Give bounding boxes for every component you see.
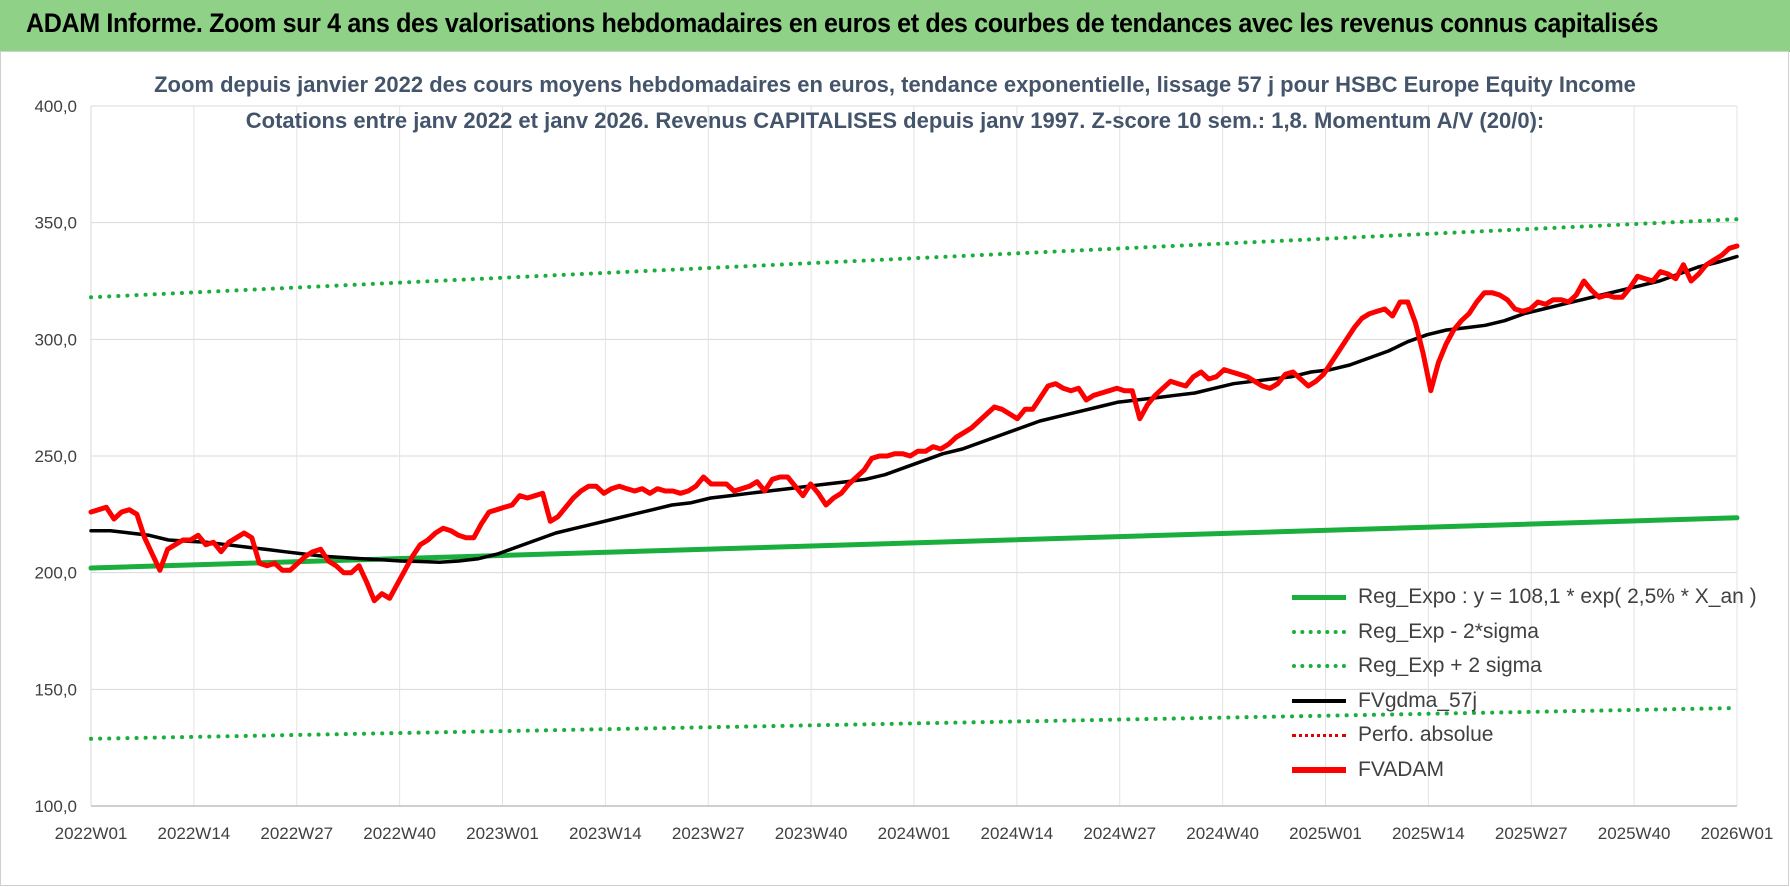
x-tick-label: 2025W01 xyxy=(1289,824,1362,843)
x-tick-label: 2023W40 xyxy=(775,824,848,843)
chart-title: Zoom depuis janvier 2022 des cours moyen… xyxy=(154,72,1636,97)
x-tick-label: 2024W14 xyxy=(980,824,1053,843)
legend-item-reg-expo: Reg_Expo : y = 108,1 * exp( 2,5% * X_an … xyxy=(1292,580,1757,615)
y-tick-label: 350,0 xyxy=(34,214,77,233)
title-banner: ADAM Informe. Zoom sur 4 ans des valoris… xyxy=(0,0,1790,52)
y-tick-label: 100,0 xyxy=(34,797,77,816)
legend-label: FVADAM xyxy=(1358,757,1444,781)
legend-label: Reg_Expo : y = 108,1 * exp( 2,5% * X_an … xyxy=(1358,585,1757,609)
legend-swatch xyxy=(1292,733,1346,737)
x-tick-label: 2025W27 xyxy=(1495,824,1568,843)
chart-legend: Reg_Expo : y = 108,1 * exp( 2,5% * X_an … xyxy=(1292,580,1757,787)
x-tick-label: 2024W40 xyxy=(1186,824,1259,843)
y-tick-label: 300,0 xyxy=(34,330,77,349)
x-tick-label: 2022W01 xyxy=(55,824,128,843)
legend-swatch xyxy=(1292,766,1346,773)
banner-title: ADAM Informe. Zoom sur 4 ans des valoris… xyxy=(26,8,1659,38)
series-line-5 xyxy=(88,243,1740,604)
legend-label: Reg_Exp + 2 sigma xyxy=(1358,654,1542,678)
y-tick-label: 400,0 xyxy=(34,97,77,116)
x-tick-label: 2022W14 xyxy=(157,824,230,843)
x-tick-label: 2022W27 xyxy=(260,824,333,843)
legend-swatch xyxy=(1292,698,1346,703)
x-tick-label: 2024W27 xyxy=(1083,824,1156,843)
x-tick-label: 2026W01 xyxy=(1701,824,1774,843)
y-tick-label: 250,0 xyxy=(34,447,77,466)
series-line-3 xyxy=(89,254,1739,564)
series-line-2 xyxy=(89,217,1739,300)
legend-item-fvgdma: FVgdma_57j xyxy=(1292,684,1757,719)
legend-swatch xyxy=(1292,664,1346,669)
x-tick-label: 2024W01 xyxy=(878,824,951,843)
chart-frame xyxy=(0,51,1789,886)
chart-subtitle: Cotations entre janv 2022 et janv 2026. … xyxy=(245,108,1545,133)
x-tick-label: 2022W40 xyxy=(363,824,436,843)
legend-item-reg-exp-plus: Reg_Exp + 2 sigma xyxy=(1292,649,1757,684)
legend-label: Reg_Exp - 2*sigma xyxy=(1358,619,1539,643)
y-tick-label: 150,0 xyxy=(34,680,77,699)
x-tick-label: 2025W14 xyxy=(1392,824,1465,843)
x-tick-label: 2023W01 xyxy=(466,824,539,843)
legend-item-reg-exp-minus: Reg_Exp - 2*sigma xyxy=(1292,615,1757,650)
series-line-1 xyxy=(89,706,1739,741)
legend-item-fvadam: FVADAM xyxy=(1292,753,1757,788)
legend-swatch xyxy=(1292,594,1346,600)
legend-swatch xyxy=(1292,629,1346,634)
x-tick-label: 2023W27 xyxy=(672,824,745,843)
x-tick-label: 2025W40 xyxy=(1598,824,1671,843)
x-tick-label: 2023W14 xyxy=(569,824,642,843)
legend-item-perfo: Perfo. absolue xyxy=(1292,718,1757,753)
y-tick-label: 200,0 xyxy=(34,564,77,583)
legend-label: Perfo. absolue xyxy=(1358,723,1494,747)
legend-label: FVgdma_57j xyxy=(1358,688,1478,712)
